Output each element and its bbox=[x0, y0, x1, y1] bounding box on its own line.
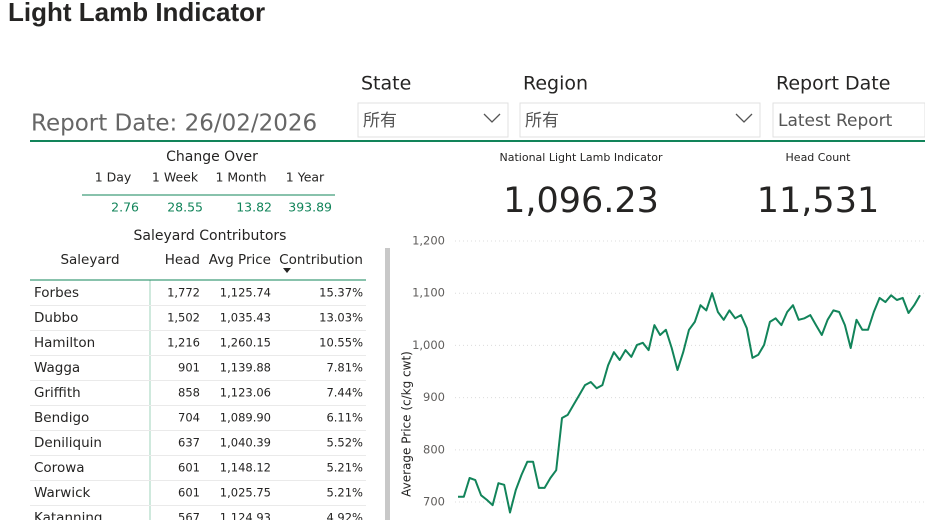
filter-label: State bbox=[361, 73, 411, 95]
dropdown-arrow[interactable] bbox=[483, 113, 501, 123]
report-date: Report Date: 26/02/2026 bbox=[31, 111, 317, 137]
table-cell: Hamilton bbox=[34, 335, 95, 351]
change-column: 1 Week bbox=[152, 170, 199, 185]
table-header[interactable]: Head bbox=[165, 252, 200, 268]
filter-label: Report Date bbox=[776, 73, 890, 95]
filter-value: 所有 bbox=[525, 111, 559, 131]
table-cell: Griffith bbox=[34, 385, 81, 401]
change-value: 393.89 bbox=[288, 200, 332, 215]
table-cell: 1,216 bbox=[167, 336, 200, 350]
price-line bbox=[458, 292, 921, 514]
table-cell: Corowa bbox=[34, 460, 85, 476]
table-header[interactable]: Contribution bbox=[279, 252, 363, 268]
table-cell: 1,148.12 bbox=[220, 461, 271, 475]
table-cell: 567 bbox=[178, 511, 200, 520]
table-title: Saleyard Contributors bbox=[134, 228, 287, 244]
filter-dropdown[interactable] bbox=[519, 102, 761, 138]
table-cell: 637 bbox=[178, 436, 200, 450]
y-tick-label: 1,200 bbox=[412, 234, 445, 248]
table-cell: 1,123.06 bbox=[220, 386, 271, 400]
change-column: 1 Day bbox=[95, 170, 132, 185]
change-value: 28.55 bbox=[167, 200, 203, 215]
filter-dropdown[interactable] bbox=[357, 102, 509, 138]
table-cell: 601 bbox=[178, 486, 200, 500]
change-value: 2.76 bbox=[111, 200, 139, 215]
table-cell: 1,025.75 bbox=[220, 486, 271, 500]
y-tick-label: 900 bbox=[423, 390, 445, 404]
table-cell: 704 bbox=[178, 411, 200, 425]
table-cell: 1,260.15 bbox=[220, 336, 271, 350]
table-header[interactable]: Saleyard bbox=[60, 252, 119, 268]
table-header[interactable]: Avg Price bbox=[209, 252, 271, 268]
kpi-title: Head Count bbox=[786, 151, 852, 164]
table-cell: 5.21% bbox=[326, 486, 363, 500]
table-cell: 5.52% bbox=[326, 436, 363, 450]
table-cell: 1,502 bbox=[167, 311, 200, 325]
table-cell: 858 bbox=[178, 386, 200, 400]
kpi-value: 1,096.23 bbox=[503, 181, 659, 221]
y-tick-label: 1,100 bbox=[412, 286, 445, 300]
table-cell: Deniliquin bbox=[34, 435, 102, 451]
change-column: 1 Year bbox=[286, 170, 325, 185]
change-column: 1 Month bbox=[215, 170, 266, 185]
table-cell: Dubbo bbox=[34, 310, 78, 326]
table-cell: 10.55% bbox=[319, 336, 363, 350]
table-cell: 901 bbox=[178, 361, 200, 375]
table-cell: 5.21% bbox=[326, 461, 363, 475]
table-cell: Bendigo bbox=[34, 410, 89, 426]
scrollbar[interactable] bbox=[385, 248, 390, 520]
table-cell: 4.92% bbox=[326, 511, 363, 520]
change-title: Change Over bbox=[166, 149, 258, 165]
table-cell: 13.03% bbox=[319, 311, 363, 325]
table-cell: 7.44% bbox=[326, 386, 363, 400]
table-cell: Forbes bbox=[34, 285, 79, 301]
table-cell: 1,035.43 bbox=[220, 311, 271, 325]
sort-icon[interactable] bbox=[283, 268, 291, 273]
table-cell: 6.11% bbox=[326, 411, 363, 425]
y-axis-label: Average Price (c/kg cwt) bbox=[400, 351, 414, 497]
kpi-value: 11,531 bbox=[757, 181, 879, 221]
y-tick-label: 1,000 bbox=[412, 338, 445, 352]
filter-label: Region bbox=[523, 73, 588, 95]
filter-value: Latest Report bbox=[778, 111, 893, 131]
table-cell: 1,125.74 bbox=[220, 286, 271, 300]
table-cell: 1,124.93 bbox=[220, 511, 271, 520]
table-cell: Katanning bbox=[34, 510, 102, 520]
page-title: Light Lamb Indicator bbox=[8, 0, 265, 27]
y-tick-label: 800 bbox=[423, 442, 445, 456]
table-cell: 15.37% bbox=[319, 286, 363, 300]
table-cell: 1,772 bbox=[167, 286, 200, 300]
table-cell: 1,139.88 bbox=[220, 361, 271, 375]
dropdown-arrow[interactable] bbox=[735, 113, 753, 123]
kpi-title: National Light Lamb Indicator bbox=[500, 151, 663, 164]
filter-dropdown[interactable] bbox=[772, 102, 925, 138]
table-cell: Wagga bbox=[34, 360, 80, 376]
table-cell: Warwick bbox=[34, 485, 91, 501]
table-cell: 7.81% bbox=[326, 361, 363, 375]
filter-value: 所有 bbox=[363, 111, 397, 131]
y-tick-label: 700 bbox=[423, 495, 445, 509]
table-cell: 601 bbox=[178, 461, 200, 475]
table-cell: 1,089.90 bbox=[220, 411, 271, 425]
table-cell: 1,040.39 bbox=[220, 436, 271, 450]
change-value: 13.82 bbox=[236, 200, 272, 215]
